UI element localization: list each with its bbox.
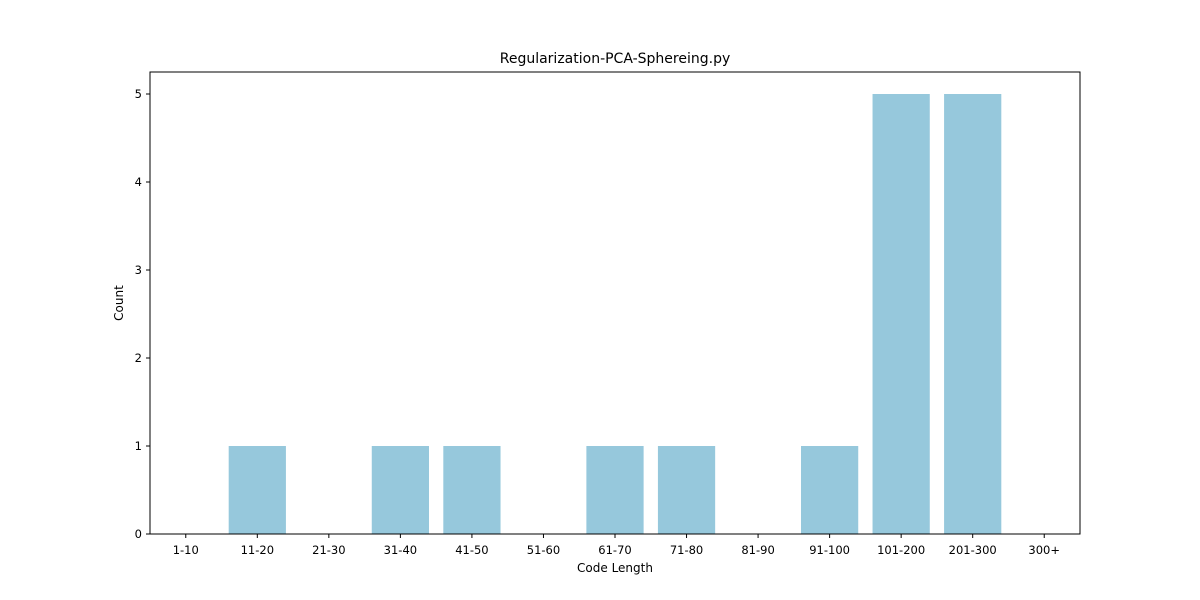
x-tick-label: 61-70 — [598, 543, 631, 557]
x-tick-label: 91-100 — [809, 543, 850, 557]
y-tick-label: 4 — [135, 175, 142, 189]
y-tick-label: 2 — [135, 351, 142, 365]
bar-71-80 — [657, 446, 716, 534]
bar-61-70 — [586, 446, 644, 534]
x-tick-label: 71-80 — [670, 543, 703, 557]
x-axis-ticks: 1-10 11-20 21-30 31-40 41-50 51-60 61-70 71-80 8… — [173, 534, 1060, 557]
bar-101-200 — [872, 94, 930, 534]
x-tick-label: 300+ — [1028, 543, 1060, 557]
x-tick-label: 21-30 — [312, 543, 345, 557]
bar-31-40 — [371, 446, 429, 534]
bars-group — [228, 94, 1002, 534]
x-tick-label: 31-40 — [384, 543, 417, 557]
x-tick-label: 101-200 — [877, 543, 925, 557]
x-tick-label: 41-50 — [455, 543, 488, 557]
x-tick-label: 201-300 — [949, 543, 997, 557]
y-axis-ticks: 0 1 2 3 4 5 — [135, 87, 150, 541]
bar-11-20 — [228, 446, 286, 534]
y-tick-label: 5 — [135, 87, 142, 101]
y-axis-label: Count — [112, 285, 126, 321]
bar-41-50 — [443, 446, 501, 534]
chart-title: Regularization-PCA-Sphereing.py — [500, 51, 731, 67]
y-tick-label: 0 — [135, 527, 142, 541]
y-tick-label: 3 — [135, 263, 142, 277]
x-tick-label: 1-10 — [173, 543, 199, 557]
x-tick-label: 81-90 — [741, 543, 774, 557]
x-axis-label: Code Length — [577, 561, 653, 575]
bar-201-300 — [944, 94, 1002, 534]
bar-91-100 — [801, 446, 859, 534]
x-tick-label: 51-60 — [527, 543, 560, 557]
y-tick-label: 1 — [135, 439, 142, 453]
x-tick-label: 11-20 — [241, 543, 274, 557]
